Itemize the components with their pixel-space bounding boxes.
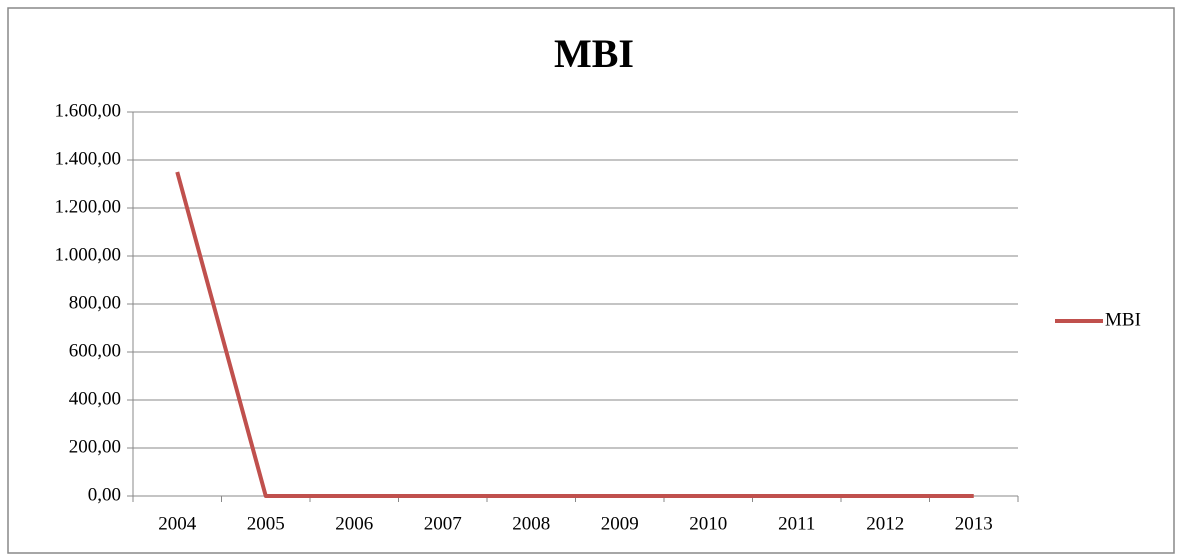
x-tick-label: 2007 [424,513,462,534]
y-tick-label: 1.400,00 [55,148,122,169]
x-tick-label: 2005 [247,513,285,534]
y-tick-label: 0,00 [88,484,121,505]
x-tick-label: 2013 [955,513,993,534]
y-tick-label: 1.000,00 [55,244,122,265]
y-tick-label: 400,00 [69,388,121,409]
y-tick-label: 200,00 [69,436,121,457]
y-tick-label: 1.200,00 [55,196,122,217]
y-tick-label: 1.600,00 [55,100,122,121]
y-tick-label: 600,00 [69,340,121,361]
x-tick-label: 2008 [512,513,550,534]
chart-frame [7,7,1175,554]
legend-label: MBI [1105,309,1141,330]
data-line [175,171,974,498]
x-tick-label: 2009 [601,513,639,534]
x-tick-label: 2010 [689,513,727,534]
x-tick-label: 2004 [158,513,197,534]
chart-title: MBI [554,31,634,76]
x-tick-label: 2006 [335,513,373,534]
x-tick-label: 2012 [866,513,904,534]
y-tick-label: 800,00 [69,292,121,313]
x-tick-label: 2011 [778,513,815,534]
